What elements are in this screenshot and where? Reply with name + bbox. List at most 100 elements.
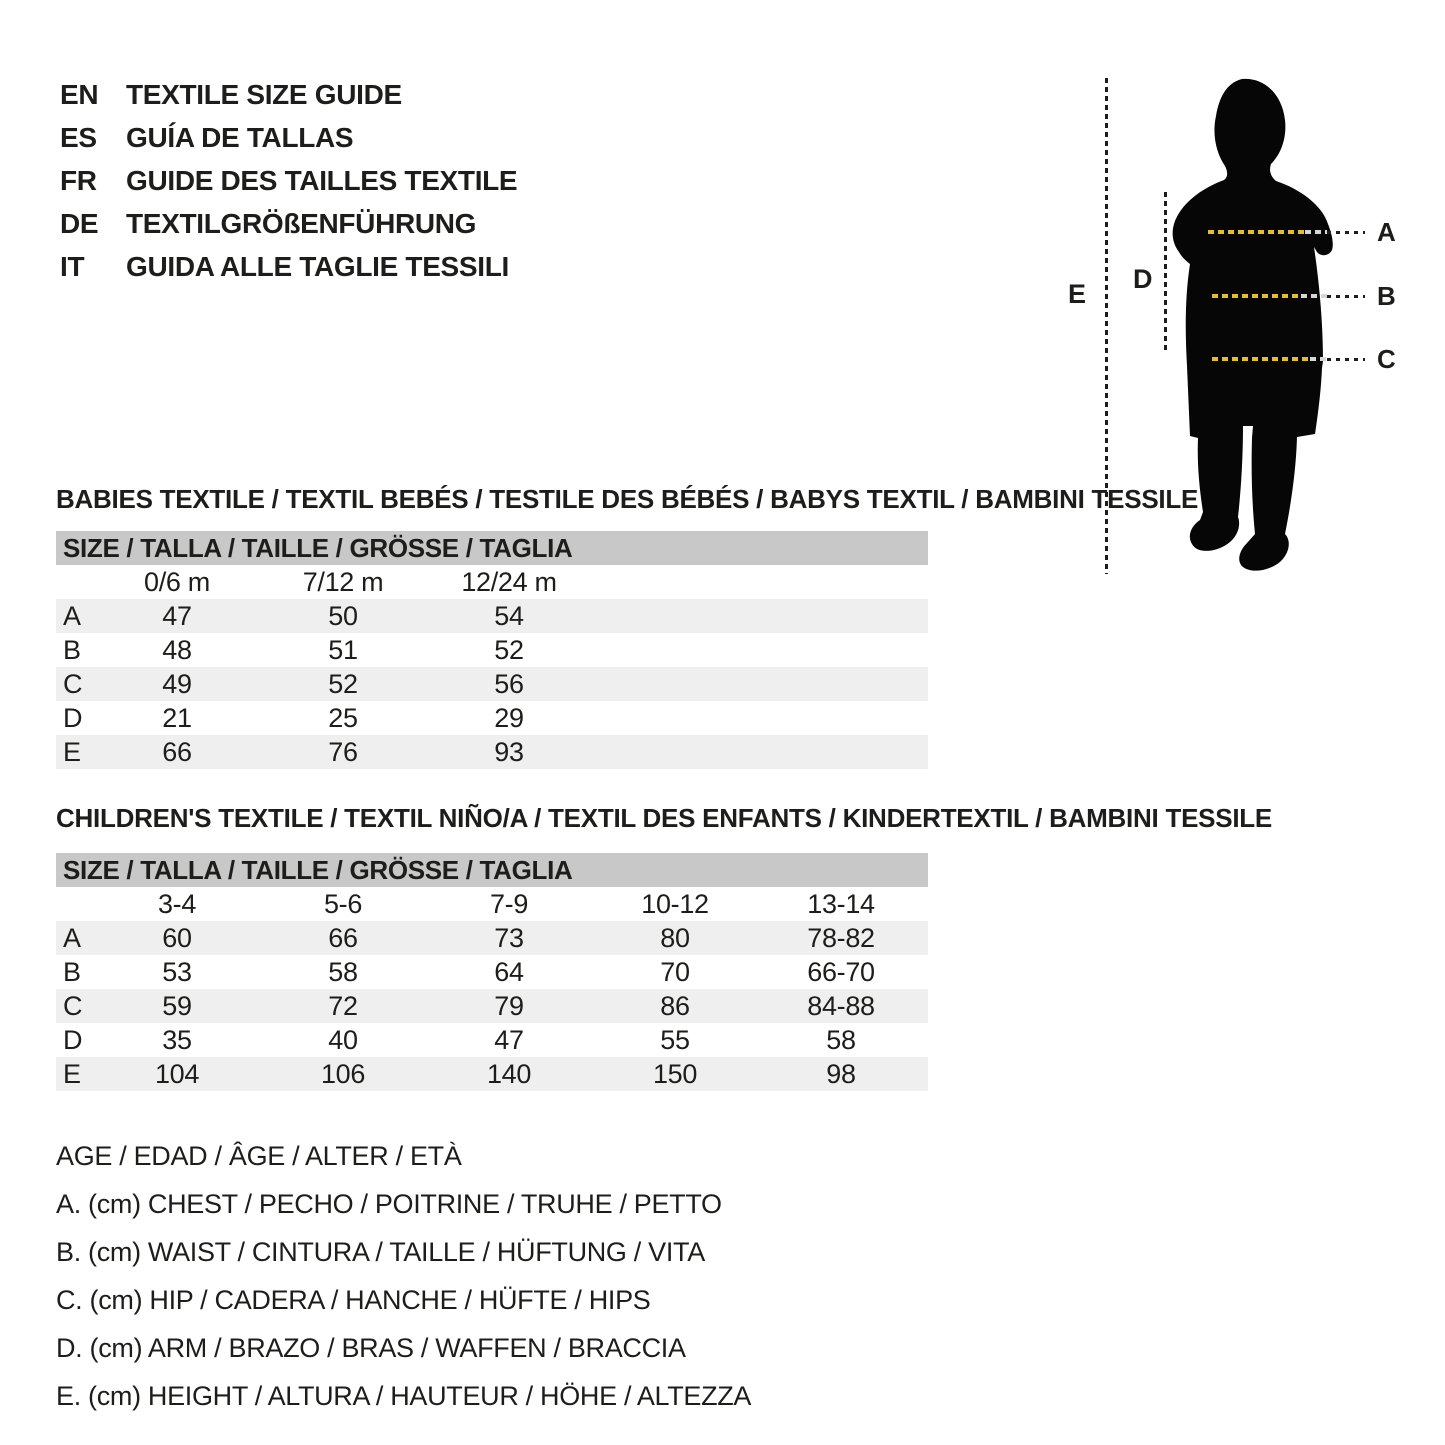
column-header: 12/24 m [461, 566, 557, 597]
legend-chest: A. (cm) CHEST / PECHO / POITRINE / TRUHE… [56, 1189, 722, 1219]
table-cell: 54 [494, 600, 524, 631]
table-cell: 72 [328, 990, 358, 1021]
table-row: D 21 25 29 [56, 701, 928, 735]
table-cell: 106 [320, 1058, 366, 1089]
table-cell: 47 [162, 600, 192, 631]
waist-measure-dots-b [1327, 295, 1365, 298]
row-label: A [63, 922, 81, 953]
row-label: C [63, 990, 83, 1021]
table-cell: 86 [660, 990, 690, 1021]
measure-label-e: E [1068, 279, 1086, 309]
table-cell: 66-70 [807, 956, 875, 987]
legend-height: E. (cm) HEIGHT / ALTURA / HAUTEUR / HÖHE… [56, 1381, 752, 1411]
row-label: D [63, 1024, 83, 1055]
table-cell: 76 [328, 736, 358, 767]
table-cell: 48 [162, 634, 192, 665]
table-cell: 53 [162, 956, 192, 987]
table-cell: 25 [328, 702, 358, 733]
chest-measure-dash-a [1208, 230, 1305, 234]
language-row-it: IT GUIDA ALLE TAGLIE TESSILI [60, 252, 517, 295]
table-row: C 49 52 56 [56, 667, 928, 701]
column-header: 3-4 [157, 888, 197, 919]
table-cell: 58 [826, 1024, 856, 1055]
row-label: C [63, 668, 83, 699]
child-silhouette-figure [1172, 78, 1333, 571]
guide-title-fr: GUIDE DES TAILLES TEXTILE [126, 165, 518, 196]
table-cell: 80 [660, 922, 690, 953]
table-cell: 78-82 [807, 922, 875, 953]
column-header: 13-14 [807, 888, 875, 919]
babies-table-header: SIZE / TALLA / TAILLE / GRÖSSE / TAGLIA [56, 531, 928, 565]
table-row: E 66 76 93 [56, 735, 928, 769]
height-measure-line-e [1105, 78, 1108, 574]
table-cell: 55 [660, 1024, 690, 1055]
measure-label-d: D [1133, 264, 1153, 294]
row-label: D [63, 702, 83, 733]
guide-title-es: GUÍA DE TALLAS [126, 122, 354, 153]
guide-title-en: TEXTILE SIZE GUIDE [126, 79, 402, 110]
table-row: D 35 40 47 55 58 [56, 1023, 928, 1057]
guide-title-de: TEXTILGRÖßENFÜHRUNG [126, 208, 477, 239]
legend-age: AGE / EDAD / ÂGE / ALTER / ETÀ [56, 1141, 462, 1171]
hip-measure-dash-c [1212, 357, 1310, 361]
measure-label-b: B [1377, 281, 1396, 311]
chest-measure-dots-a [1327, 231, 1365, 234]
children-column-header-row: 3-4 5-6 7-9 10-12 13-14 [56, 887, 928, 921]
table-cell: 104 [154, 1058, 200, 1089]
table-row: A 60 66 73 80 78-82 [56, 921, 928, 955]
row-label: A [63, 600, 81, 631]
babies-column-header-row: 0/6 m 7/12 m 12/24 m [56, 565, 928, 599]
children-size-table: SIZE / TALLA / TAILLE / GRÖSSE / TAGLIA … [56, 853, 928, 1091]
table-cell: 70 [660, 956, 690, 987]
language-code: DE [60, 208, 99, 239]
table-row: E 104 106 140 150 98 [56, 1057, 928, 1091]
language-code: FR [60, 165, 97, 196]
measure-label-a: A [1377, 217, 1396, 247]
language-row-en: EN TEXTILE SIZE GUIDE [60, 80, 517, 123]
table-cell: 47 [494, 1024, 524, 1055]
language-header: EN TEXTILE SIZE GUIDE ES GUÍA DE TALLAS … [60, 80, 518, 295]
row-label: B [63, 634, 81, 665]
language-code: ES [60, 122, 97, 153]
measurement-legend: AGE / EDAD / ÂGE / ALTER / ETÀ A. (cm) C… [56, 1142, 751, 1430]
column-header: 0/6 m [144, 566, 210, 597]
table-cell: 56 [494, 668, 524, 699]
table-cell: 66 [162, 736, 192, 767]
row-label: B [63, 956, 81, 987]
table-row: C 59 72 79 86 84-88 [56, 989, 928, 1023]
table-cell: 49 [162, 668, 192, 699]
column-header: 10-12 [641, 888, 709, 919]
table-cell: 93 [494, 736, 524, 767]
language-row-fr: FR GUIDE DES TAILLES TEXTILE [60, 165, 518, 209]
table-cell: 60 [162, 922, 192, 953]
arm-measure-line-d [1164, 192, 1167, 350]
hip-measure-dash-c-pale [1310, 357, 1327, 361]
hip-measure-dots-c [1327, 358, 1365, 361]
table-cell: 64 [494, 956, 524, 987]
table-row: A 47 50 54 [56, 599, 928, 633]
children-table-header: SIZE / TALLA / TAILLE / GRÖSSE / TAGLIA [56, 853, 928, 887]
table-cell: 21 [162, 702, 192, 733]
guide-title-it: GUIDA ALLE TAGLIE TESSILI [126, 251, 509, 282]
column-header: 7/12 m [302, 566, 384, 597]
table-cell: 84-88 [807, 990, 875, 1021]
babies-size-table: SIZE / TALLA / TAILLE / GRÖSSE / TAGLIA … [56, 531, 928, 769]
children-section-title: CHILDREN'S TEXTILE / TEXTIL NIÑO/A / TEX… [56, 803, 1272, 833]
legend-waist: B. (cm) WAIST / CINTURA / TAILLE / HÜFTU… [56, 1237, 705, 1267]
legend-hip: C. (cm) HIP / CADERA / HANCHE / HÜFTE / … [56, 1285, 651, 1315]
table-cell: 140 [486, 1058, 532, 1089]
table-cell: 35 [162, 1024, 192, 1055]
table-cell: 66 [328, 922, 358, 953]
language-row-es: ES GUÍA DE TALLAS [60, 123, 517, 166]
table-cell: 58 [328, 956, 358, 987]
table-cell: 98 [826, 1058, 856, 1089]
table-cell: 79 [494, 990, 524, 1021]
table-cell: 51 [328, 634, 358, 665]
row-label: E [63, 1058, 81, 1089]
table-row: B 53 58 64 70 66-70 [56, 955, 928, 989]
table-cell: 52 [328, 668, 358, 699]
measure-label-c: C [1377, 344, 1396, 374]
table-cell: 50 [328, 600, 358, 631]
table-cell: 29 [494, 702, 524, 733]
